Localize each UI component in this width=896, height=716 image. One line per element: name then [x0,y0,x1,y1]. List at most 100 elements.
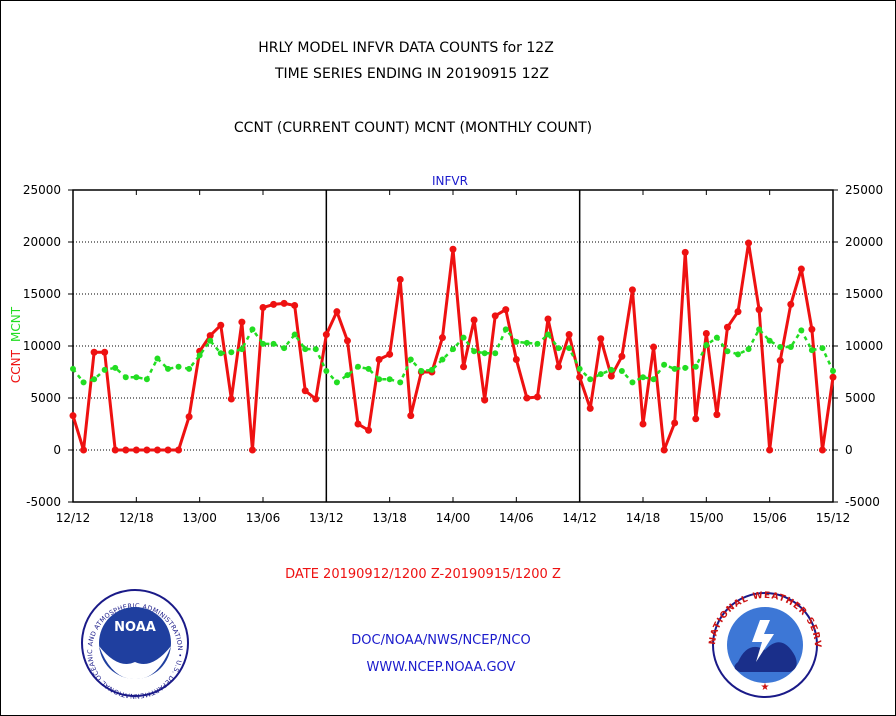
data-point-ccnt [460,363,468,371]
data-point-ccnt [270,300,278,308]
y-tick-label-left: 5000 [30,391,61,405]
y-tick-label-left: 0 [53,443,61,457]
data-point-ccnt [396,275,404,283]
data-point-mcnt [122,374,129,381]
data-point-ccnt [671,419,679,427]
data-point-mcnt [513,338,520,345]
x-tick-label: 15/12 [816,511,851,525]
data-point-mcnt [460,334,467,341]
data-point-ccnt [291,301,299,309]
data-point-mcnt [830,367,836,374]
data-point-ccnt [818,446,826,454]
data-point-mcnt [376,376,383,383]
y-tick-label-left: 25000 [23,183,61,197]
data-point-ccnt [597,335,605,343]
data-point-ccnt [755,306,763,314]
data-point-ccnt [164,446,172,454]
data-point-ccnt [354,420,362,428]
data-point-ccnt [650,343,658,351]
data-point-mcnt [587,376,594,383]
data-point-ccnt [533,393,541,401]
data-point-mcnt [555,345,562,352]
data-point-mcnt [291,331,298,338]
data-point-mcnt [439,356,446,363]
data-point-ccnt [312,395,320,403]
data-point-ccnt [132,446,140,454]
lightning-icon [752,620,774,662]
nws-logo-ring-text: NATIONAL WEATHER SERVICE [0,0,821,649]
data-point-ccnt [555,363,563,371]
data-point-ccnt [797,265,805,273]
data-point-ccnt [607,372,615,380]
x-tick-label: 14/12 [562,511,597,525]
data-point-mcnt [323,367,330,374]
data-point-mcnt [629,379,636,386]
data-point-ccnt [375,356,383,364]
data-point-mcnt [217,350,224,357]
data-point-mcnt [228,349,235,356]
x-tick-label: 14/00 [436,511,471,525]
cloud-icon [734,642,797,672]
y-tick-label-right: 20000 [845,235,883,249]
data-point-ccnt [618,352,626,360]
data-point-mcnt [650,376,657,383]
data-point-mcnt [450,346,456,353]
data-point-mcnt [270,340,277,347]
data-point-mcnt [302,346,309,353]
data-point-ccnt [766,446,774,454]
data-point-mcnt [777,344,784,351]
data-point-mcnt [745,346,752,353]
data-point-mcnt [597,371,604,378]
data-point-mcnt [819,345,826,352]
data-point-mcnt [397,379,404,386]
data-point-mcnt [766,337,773,344]
chart-title-line2: TIME SERIES ENDING IN 20190915 12Z [274,66,549,82]
y-label-ccnt: CCNT [9,349,23,383]
data-point-mcnt [492,350,499,357]
data-point-ccnt [470,316,478,324]
data-point-mcnt [523,339,530,346]
data-point-mcnt [70,365,76,372]
data-point-ccnt [449,245,457,253]
data-point-mcnt [186,365,193,372]
x-tick-label: 13/00 [182,511,217,525]
data-point-mcnt [608,366,615,373]
data-point-ccnt [544,315,552,323]
data-point-ccnt [734,308,742,316]
data-point-mcnt [196,352,203,359]
data-point-ccnt [343,337,351,345]
x-tick-label: 13/18 [372,511,407,525]
data-point-mcnt [143,376,150,383]
data-point-ccnt [512,356,520,364]
data-point-mcnt [545,331,551,338]
data-point-ccnt [80,446,88,454]
data-point-ccnt [438,334,446,342]
star-icon: ★ [761,682,770,693]
noaa-logo-disc [99,607,171,679]
data-point-ccnt [481,396,489,404]
data-point-ccnt [69,412,77,420]
data-point-ccnt [143,446,151,454]
data-point-ccnt [111,446,119,454]
data-point-ccnt [101,348,109,356]
data-point-mcnt [428,366,435,373]
data-point-ccnt [808,325,816,333]
x-tick-label: 14/06 [499,511,534,525]
data-point-mcnt [640,374,646,381]
footer-doc-line: DOC/NOAA/NWS/NCEP/NCO [351,633,530,648]
data-point-mcnt [281,345,288,352]
x-tick-label: 13/12 [309,511,344,525]
x-tick-label: 12/12 [56,511,91,525]
data-point-mcnt [154,355,161,362]
data-point-ccnt [175,446,183,454]
data-point-ccnt [259,304,267,312]
data-point-mcnt [112,364,119,371]
data-point-ccnt [681,248,689,256]
footer-url-line: WWW.NCEP.NOAA.GOV [367,660,516,675]
data-point-ccnt [565,331,573,339]
data-point-mcnt [703,341,710,348]
data-point-mcnt [355,363,361,370]
data-point-ccnt [122,446,130,454]
data-point-ccnt [333,308,341,316]
